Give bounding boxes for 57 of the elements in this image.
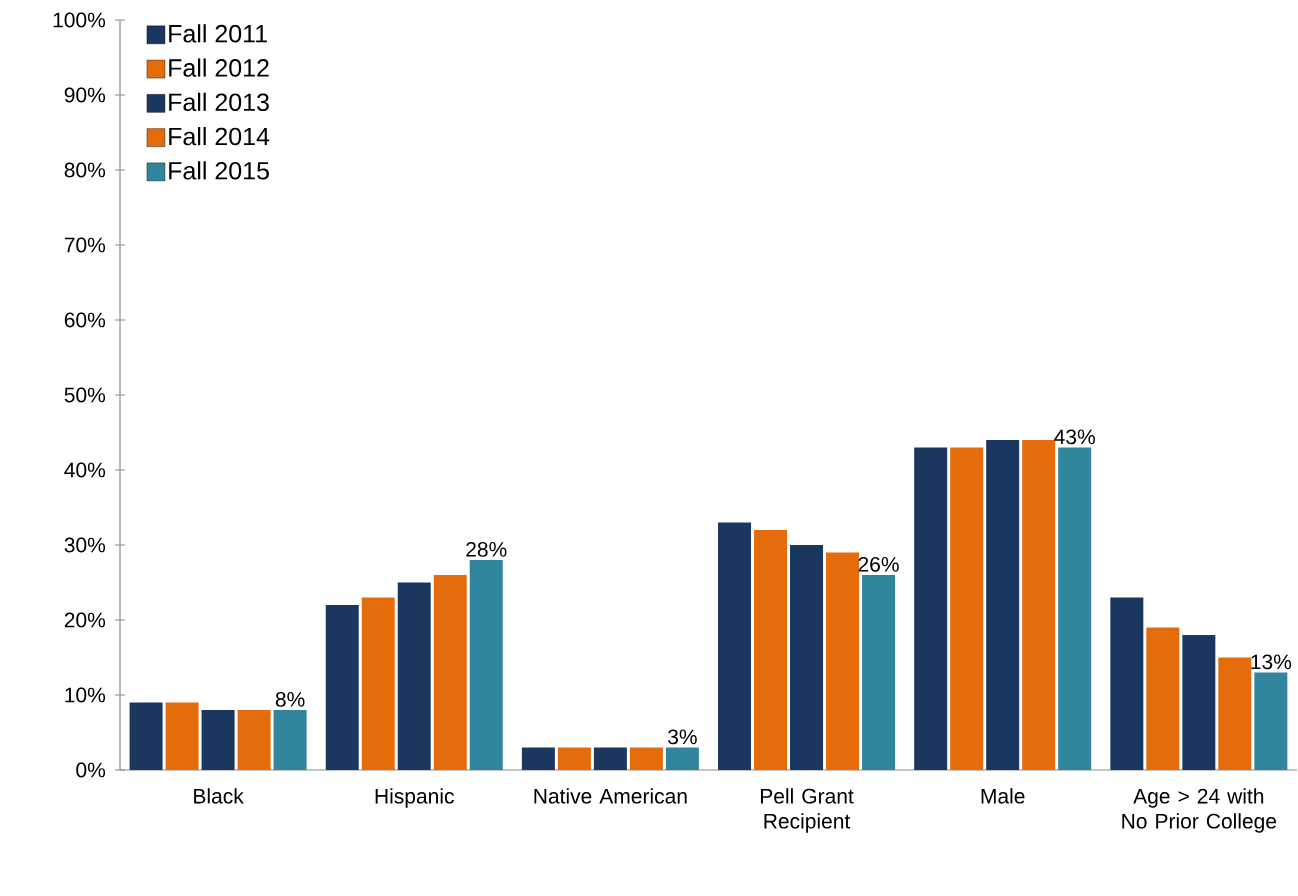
y-tick-label: 20% (64, 612, 106, 628)
bar (325, 604, 359, 770)
x-tick-label: Male (981, 788, 1025, 804)
y-tick-label: 10% (65, 687, 106, 703)
data-label: 43% (1054, 429, 1095, 445)
bar (950, 447, 984, 770)
x-tick-label: Black (194, 788, 244, 804)
legend-label: Fall 2013 (169, 92, 269, 112)
data-label: 13% (1251, 654, 1292, 670)
bar (201, 709, 235, 770)
bar (557, 747, 591, 770)
y-tick-label: 0% (76, 762, 106, 778)
bar (1182, 634, 1216, 770)
bar (273, 709, 307, 770)
data-label: 3% (668, 729, 697, 745)
x-tick-label: Pell Grant Recipient (760, 788, 854, 833)
bar (1254, 672, 1288, 770)
y-tick-label: 90% (64, 87, 106, 103)
bar (165, 702, 199, 770)
bar (1218, 657, 1252, 770)
bar (629, 747, 663, 770)
bar (986, 439, 1020, 770)
legend-label: Fall 2012 (169, 58, 269, 77)
bar (433, 574, 467, 770)
y-tick-label: 70% (64, 237, 106, 253)
y-tick-label: 80% (64, 162, 106, 178)
bar (593, 747, 627, 770)
bar (521, 747, 555, 770)
bar (665, 747, 699, 770)
data-label: 8% (275, 691, 305, 707)
y-tick-label: 40% (64, 462, 106, 478)
bar (754, 529, 788, 770)
legend-label: Fall 2014 (169, 126, 270, 146)
bar (914, 447, 948, 770)
bar (826, 552, 860, 770)
bar (1146, 627, 1180, 770)
bar (1058, 447, 1092, 770)
bar (862, 574, 896, 770)
bar (1110, 597, 1144, 770)
bar (718, 522, 752, 770)
bar (469, 559, 503, 770)
bar (790, 544, 824, 770)
bar (397, 582, 431, 770)
x-tick-label: Hispanic (375, 788, 454, 808)
bar (1022, 439, 1056, 770)
x-tick-label: Age > 24 with No Prior College (1122, 788, 1277, 833)
x-tick-label: Native American (534, 788, 687, 804)
y-tick-label: 100% (53, 12, 106, 28)
legend-label: Fall 2015 (169, 161, 269, 180)
bar (129, 702, 163, 770)
bar (361, 597, 395, 770)
y-tick-label: 30% (64, 537, 106, 553)
legend-label: Fall 2011 (169, 24, 267, 43)
y-tick-label: 50% (64, 387, 106, 403)
bar (237, 709, 271, 770)
data-label: 28% (466, 541, 507, 557)
y-tick-label: 60% (64, 312, 106, 328)
